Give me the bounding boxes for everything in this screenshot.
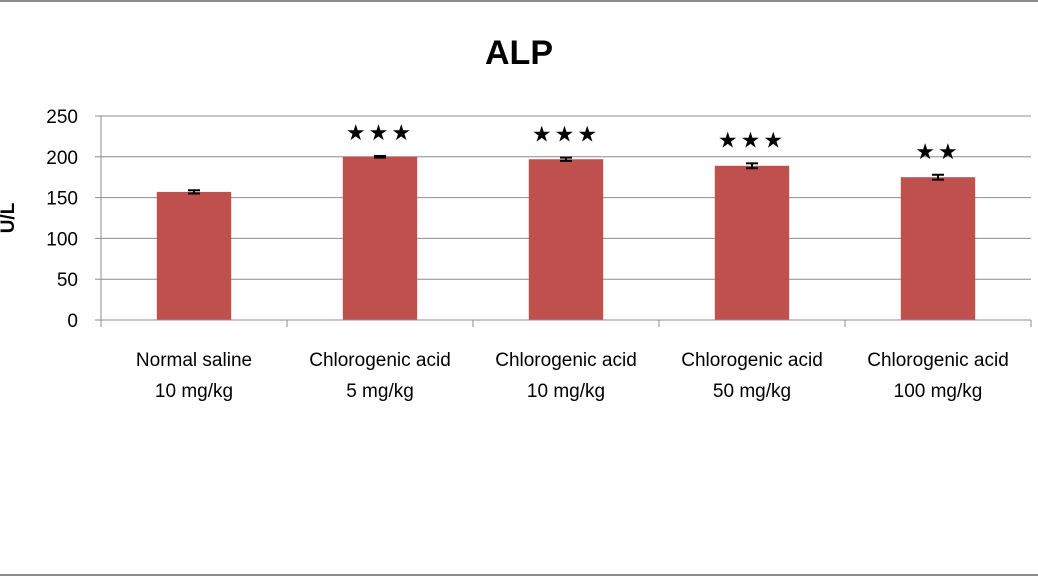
bar-2 (528, 159, 604, 320)
bar-3 (714, 165, 790, 320)
significance-label-1: ★★★ (346, 120, 414, 145)
x-tick-label-2-1: 10 mg/kg (527, 381, 605, 402)
chart-title: ALP (485, 34, 553, 72)
labels: 0 50 100 150 200 250 Normal saline 10 mg/kg ★★★ C… (46, 107, 1008, 402)
x-tick-label-3-0: Chlorogenic acid (681, 350, 823, 371)
x-tick-label-2-0: Chlorogenic acid (495, 350, 637, 371)
x-tick-label-4-0: Chlorogenic acid (867, 350, 1009, 371)
x-tick-label-1-1: 5 mg/kg (346, 381, 414, 402)
x-tick-label-4-1: 100 mg/kg (894, 381, 983, 402)
significance-label-3: ★★★ (718, 127, 786, 152)
significance-label-2: ★★★ (532, 122, 600, 147)
bar-1 (342, 156, 418, 320)
bar-0 (156, 191, 232, 320)
y-tick-label-250: 250 (46, 107, 78, 128)
x-tick-label-0-1: 10 mg/kg (155, 381, 233, 402)
axes (95, 115, 1032, 327)
y-axis-label: U/L (0, 202, 19, 233)
y-tick-label-150: 150 (46, 189, 78, 210)
y-tick-label-50: 50 (57, 270, 78, 291)
significance-label-4: ★★ (915, 139, 960, 164)
bars (156, 154, 976, 320)
x-tick-label-0-0: Normal saline (136, 350, 252, 371)
x-tick-label-1-0: Chlorogenic acid (309, 350, 451, 371)
x-tick-label-3-1: 50 mg/kg (713, 381, 791, 402)
bar-4 (900, 177, 976, 320)
y-tick-label-100: 100 (46, 229, 78, 250)
y-tick-label-0: 0 (67, 311, 78, 332)
y-tick-label-200: 200 (46, 148, 78, 169)
